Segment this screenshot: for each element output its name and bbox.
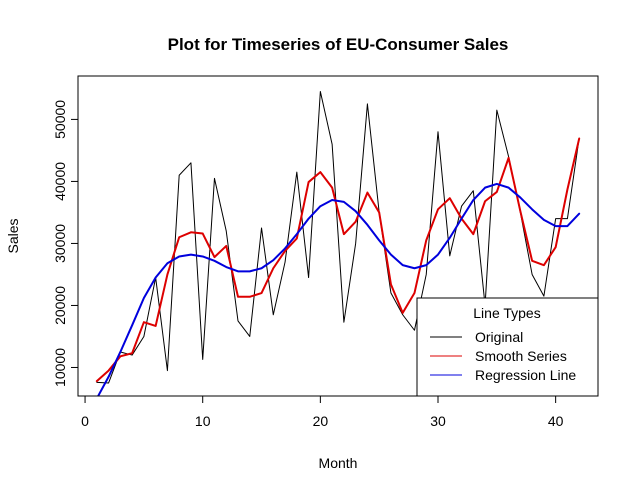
legend: Line Types Original Smooth Series Regressi…: [416, 297, 599, 397]
y-tick-label: 20000: [52, 286, 68, 325]
legend-entries: Original Smooth Series Regression Line: [430, 329, 576, 383]
x-tick-label: 10: [195, 413, 211, 429]
x-tick-label: 40: [548, 413, 564, 429]
y-tick-label: 40000: [52, 162, 68, 201]
x-tick-label: 0: [81, 413, 89, 429]
chart-title: Plot for Timeseries of EU-Consumer Sales: [168, 35, 509, 54]
legend-box: [416, 297, 599, 397]
y-tick-label: 50000: [52, 100, 68, 139]
legend-entry-label: Regression Line: [475, 367, 576, 383]
legend-entry-label: Original: [475, 329, 523, 345]
series-line-smooth-series: [95, 137, 581, 383]
series-line-original: [96, 91, 580, 384]
legend-title: Line Types: [473, 305, 540, 321]
y-axis-label: Sales: [5, 218, 21, 253]
x-axis: 0 10 20 30 40: [81, 395, 564, 429]
x-tick-label: 20: [313, 413, 329, 429]
x-axis-label: Month: [319, 455, 358, 471]
x-tick-label: 30: [430, 413, 446, 429]
series-line-regression-line: [97, 182, 581, 396]
legend-entry-label: Smooth Series: [475, 348, 567, 364]
y-tick-label: 30000: [52, 224, 68, 263]
series-layer: [95, 91, 581, 396]
y-tick-label: 10000: [52, 348, 68, 387]
y-axis: 10000 20000 30000 40000 50000: [52, 100, 79, 387]
